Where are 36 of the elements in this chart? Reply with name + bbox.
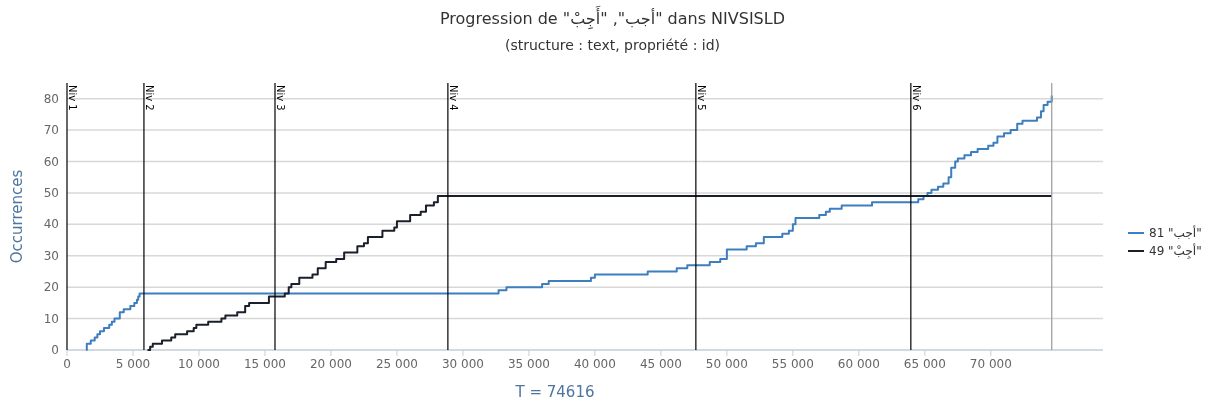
x-tick-label: 40 000 [573,357,616,371]
ref-line-label: Niv 4 [447,85,459,111]
x-tick-label: 55 000 [771,357,814,371]
x-tick-label: 15 000 [243,357,286,371]
y-tick-label: 20 [43,280,59,295]
x-tick-label: 50 000 [705,357,748,371]
ref-line-label: Niv 5 [695,85,707,111]
chart-subtitle: (structure : text, propriété : id) [504,37,721,53]
y-tick-label: 30 [43,248,59,263]
x-tick-label: 35 000 [507,357,550,371]
ref-line-label: Niv 3 [274,85,286,111]
x-tick-label: 20 000 [309,357,352,371]
ref-line-label: Niv 1 [67,85,78,111]
x-tick-label: 70 000 [969,357,1012,371]
ref-line-label: Niv 2 [143,85,155,111]
x-tick-label: 60 000 [837,357,880,371]
y-tick-label: 60 [43,154,59,169]
x-tick-label: 10 000 [177,357,220,371]
x-tick-label: 5 000 [115,357,151,371]
legend-label: أجب" 81" [1149,225,1202,240]
y-axis-title: Occurrences [8,169,26,264]
y-tick-label: 50 [43,185,59,200]
y-tick-label: 40 [43,217,59,232]
y-tick-label: 80 [43,91,59,106]
x-axis-title: T = 74616 [514,383,595,401]
x-tick-label: 45 000 [639,357,682,371]
y-tick-label: 0 [51,343,59,357]
x-tick-label: 30 000 [441,357,484,371]
y-tick-label: 10 [43,311,59,326]
x-tick-label: 65 000 [903,357,946,371]
x-tick-label: 0 [63,357,71,371]
legend-label: أجِبْ" 49" [1149,243,1202,260]
x-tick-label: 25 000 [375,357,418,371]
y-tick-label: 70 [43,123,59,138]
chart-title: Progression de "أجب", "أَجِبْ" dans NIVSISLD [439,4,786,30]
ref-line-label: Niv 6 [910,85,922,111]
